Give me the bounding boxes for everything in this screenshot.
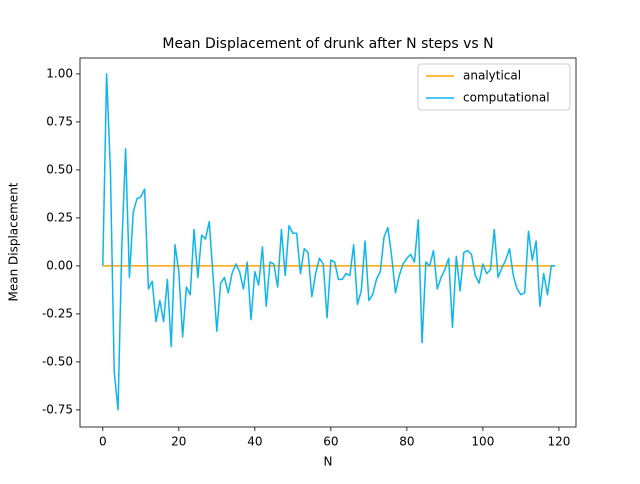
chart-title: Mean Displacement of drunk after N steps…	[162, 36, 493, 52]
legend-box	[417, 63, 571, 111]
data-line	[102, 73, 556, 411]
x-tick-label: 120	[547, 435, 570, 449]
x-tick-label: 60	[323, 435, 338, 449]
plot-frame	[79, 57, 577, 428]
legend-label: analytical	[463, 69, 521, 83]
y-tick-label: -0.75	[42, 402, 73, 416]
y-axis-label: Mean Displacement	[7, 182, 21, 301]
x-tick-label: 20	[171, 435, 186, 449]
y-tick-label: 0.25	[46, 210, 73, 224]
y-tick-label: -0.50	[42, 354, 73, 368]
y-tick-label: 0.50	[46, 162, 73, 176]
y-tick-label: 1.00	[46, 66, 73, 80]
x-tick-label: 40	[247, 435, 262, 449]
legend-label: computational	[463, 91, 550, 105]
x-tick-label: 100	[471, 435, 494, 449]
x-tick-label: 80	[399, 435, 414, 449]
y-tick-label: 0.75	[46, 114, 73, 128]
x-tick-label: 0	[99, 435, 107, 449]
y-tick-label: 0.00	[46, 258, 73, 272]
y-tick-label: -0.25	[42, 306, 73, 320]
x-axis-label: N	[324, 455, 333, 469]
